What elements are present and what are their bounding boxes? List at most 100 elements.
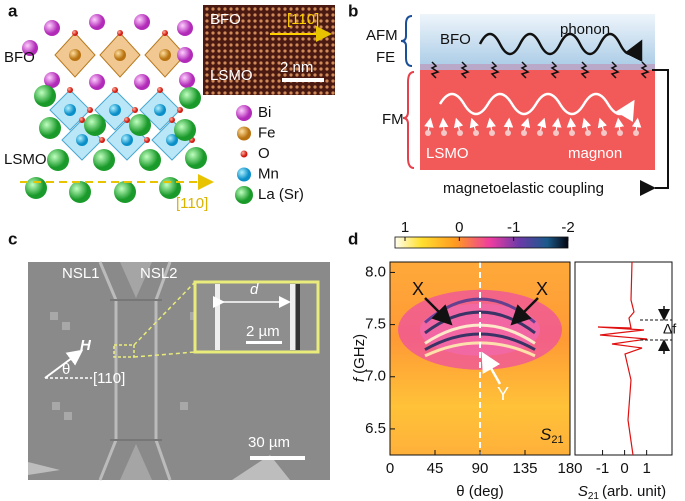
lattice-dot — [241, 25, 245, 29]
bi-atom — [44, 72, 60, 88]
lattice-dot — [319, 91, 323, 95]
la-atom — [84, 114, 106, 136]
lattice-dot — [241, 61, 245, 65]
lattice-dot — [223, 61, 227, 65]
lattice-dot — [217, 73, 221, 77]
lattice-dot — [283, 7, 287, 11]
direction-label: [110] — [93, 370, 125, 387]
lattice-dot — [271, 73, 275, 77]
lattice-dot — [295, 55, 299, 59]
lattice-dot — [265, 85, 269, 89]
lattice-dot — [277, 91, 281, 95]
lattice-dot — [259, 25, 263, 29]
lattice-dot — [331, 13, 335, 17]
lattice-dot — [229, 67, 233, 71]
direction-label: [110] — [176, 195, 208, 212]
lattice-dot — [241, 43, 245, 47]
lattice-dot — [205, 79, 209, 83]
spin — [503, 117, 514, 133]
spin-dot — [585, 130, 591, 136]
lattice-dot — [271, 43, 275, 47]
lattice-dot — [283, 55, 287, 59]
lattice-dot — [313, 7, 317, 11]
lattice-dot — [319, 19, 323, 23]
lattice-dot — [307, 25, 311, 29]
brace — [400, 15, 413, 67]
lattice-dot — [241, 85, 245, 89]
lattice-dot — [265, 49, 269, 53]
legend-swatch — [237, 126, 251, 141]
lattice-dot — [325, 43, 329, 47]
symbol: S — [578, 483, 588, 500]
lattice-dot — [277, 43, 281, 47]
lattice-dot — [211, 79, 215, 83]
side-axes-frame — [574, 261, 673, 456]
x-tick-label: 90 — [472, 460, 489, 477]
lattice-dot — [247, 7, 251, 11]
legend-swatch — [236, 105, 252, 121]
panel-label: c — [8, 229, 17, 248]
lattice-dot — [205, 13, 209, 17]
lattice-dot — [319, 49, 323, 53]
lattice-dot — [289, 37, 293, 41]
lattice-dot — [205, 19, 209, 23]
lattice-dot — [265, 19, 269, 23]
lattice-dot — [301, 61, 305, 65]
lattice-dot — [241, 37, 245, 41]
lattice-dot — [331, 31, 335, 35]
lattice-dot — [217, 25, 221, 29]
legend-swatch — [240, 150, 248, 158]
lattice-dot — [217, 67, 221, 71]
lattice-dot — [313, 25, 317, 29]
lattice-dot — [313, 73, 317, 77]
lattice-dot — [235, 19, 239, 23]
spin-dot — [505, 130, 511, 136]
lattice-dot — [247, 25, 251, 29]
lattice-dot — [253, 79, 257, 83]
layer-label: FM — [382, 111, 404, 128]
subscript: 21 — [551, 434, 563, 446]
lattice-dot — [331, 85, 335, 89]
spin-dot — [521, 130, 527, 136]
lattice-dot — [223, 73, 227, 77]
o-atom — [124, 117, 130, 123]
lattice-dot — [277, 19, 281, 23]
spin — [551, 117, 562, 133]
lattice-dot — [229, 55, 233, 59]
lattice-dot — [241, 31, 245, 35]
o-atom — [117, 30, 123, 36]
lattice-dot — [271, 37, 275, 41]
inset-label: LSMO — [210, 67, 253, 84]
lattice-dot — [265, 37, 269, 41]
lattice-dot — [295, 19, 299, 23]
lattice-dot — [265, 61, 269, 65]
spin-dot — [633, 130, 639, 136]
spin-dot — [489, 130, 495, 136]
lattice-dot — [223, 37, 227, 41]
lattice-dot — [229, 85, 233, 89]
spring — [610, 61, 620, 79]
lattice-dot — [271, 67, 275, 71]
lattice-dot — [259, 67, 263, 71]
pad — [28, 455, 290, 480]
spring — [550, 61, 560, 79]
la-atom — [185, 147, 207, 169]
lattice-dot — [301, 91, 305, 95]
fe-atom — [69, 49, 81, 61]
spin-dot — [457, 130, 463, 136]
lattice-dot — [301, 49, 305, 53]
lattice-dot — [319, 43, 323, 47]
lattice-dot — [223, 13, 227, 17]
lattice-dot — [211, 85, 215, 89]
scale-label: 2 µm — [246, 323, 280, 340]
lattice-dot — [211, 13, 215, 17]
lattice-dot — [205, 61, 209, 65]
unit: (arb. unit) — [602, 483, 666, 500]
lattice-dot — [223, 31, 227, 35]
lattice-dot — [247, 43, 251, 47]
o-atom — [169, 117, 175, 123]
lattice-dot — [295, 91, 299, 95]
y-tick-label: 7.5 — [365, 316, 386, 333]
wave-label: magnon — [568, 145, 622, 162]
lattice-dot — [235, 43, 239, 47]
